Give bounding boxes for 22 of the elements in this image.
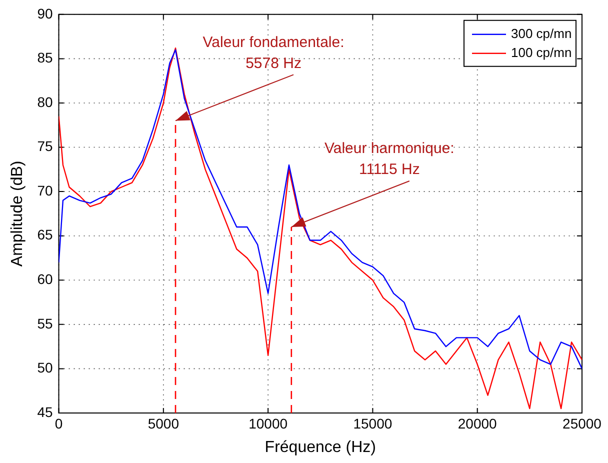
y-tick-label: 60	[37, 270, 53, 287]
x-tick-label: 25000	[562, 415, 602, 432]
x-axis-title: Fréquence (Hz)	[264, 438, 376, 456]
legend-label: 300 cp/mn	[511, 26, 572, 41]
y-tick-label: 50	[37, 360, 53, 376]
annotation: Valeur harmonique: 11115 Hz	[324, 140, 454, 178]
x-tick-label: 10000	[248, 415, 288, 432]
x-tick-label: 0	[54, 415, 63, 432]
y-tick-label: 70	[37, 182, 53, 198]
y-axis-title: Amplitude (dB)	[9, 160, 26, 267]
annotation: Valeur fondamentale: 5578 Hz	[202, 34, 344, 72]
y-tick-label: 45	[37, 404, 53, 420]
x-tick-label: 5000	[148, 415, 180, 432]
x-tick-label: 20000	[458, 415, 498, 432]
y-tick-label: 55	[37, 315, 53, 332]
y-tick-label: 80	[37, 94, 53, 110]
y-tick-label: 85	[37, 50, 53, 66]
y-tick-label: 75	[37, 138, 53, 154]
y-tick-label: 90	[37, 5, 53, 22]
y-tick-label: 65	[37, 226, 53, 243]
legend-label: 100 cp/mn	[511, 44, 572, 60]
x-tick-label: 15000	[353, 415, 392, 432]
